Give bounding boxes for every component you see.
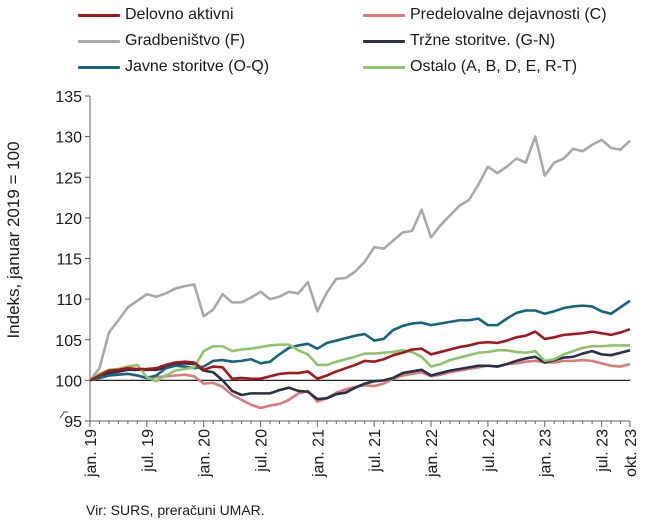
x-tick-label: jul. 19 [140,429,157,473]
x-tick-label: okt. 23 [623,429,640,477]
legend-swatch [78,39,120,43]
legend-swatch [78,13,120,17]
y-tick-label: 135 [55,89,82,106]
y-tick-label: 115 [56,252,82,269]
x-tick-label: jan. 22 [424,429,441,478]
legend-item: Gradbeništvo (F) [78,30,245,52]
series-line-0 [89,327,631,382]
legend-swatch [363,13,405,17]
legend-item: Delovno aktivni [78,4,234,26]
x-tick-label: jan. 20 [197,429,214,478]
axes [59,95,631,427]
series-line-4 [89,299,631,382]
legend-item: Tržne storitve. (G-N) [363,30,555,52]
x-tick-label: jan. 21 [310,429,327,478]
y-tick-label: 125 [55,170,82,187]
chart-legend: Delovno aktivni Predelovalne dejavnosti (… [0,0,651,80]
legend-label: Ostalo (A, B, D, E, R-T) [410,58,578,75]
legend-label: Predelovalne dejavnosti (C) [410,6,607,23]
y-tick-label: 105 [55,333,82,350]
x-tick-label: jul. 20 [254,429,271,473]
legend-swatch [363,65,405,69]
legend-swatch [78,65,120,69]
y-tick-label: 120 [55,211,82,228]
x-tick-label: jul. 22 [481,429,498,473]
legend-label: Javne storitve (O-Q) [125,58,270,75]
x-tick-label: jul. 23 [595,429,612,473]
legend-item: Predelovalne dejavnosti (C) [363,4,607,26]
series-line-3 [89,349,631,401]
series-line-2 [88,135,631,382]
y-tick-label: 100 [55,373,82,390]
legend-label: Gradbeništvo (F) [125,32,246,49]
legend-swatch [363,39,405,43]
x-tick-label: jan. 23 [538,429,555,478]
y-axis-title: Indeks, januar 2019 = 100 [4,141,23,339]
tick-labels: 95 100 105 110 115 120 125 130 135 jan. 19 jul. 19… [55,89,640,478]
x-tick-label: jan. 19 [83,429,100,478]
legend-label: Delovno aktivni [125,6,234,23]
y-tick-label: 95 [64,414,82,431]
y-tick-label: 110 [56,292,82,309]
x-tick-label: jul. 21 [367,429,384,473]
series-lines [88,135,631,410]
axis-break-mark [59,411,68,419]
y-tick-label: 130 [55,130,82,147]
source-note: Vir: SURS, preračuni UMAR. [86,502,265,518]
legend-item: Ostalo (A, B, D, E, R-T) [363,56,577,78]
legend-label: Tržne storitve. (G-N) [410,32,556,49]
series-line-5 [89,343,630,383]
legend-item: Javne storitve (O-Q) [78,56,269,78]
y-axis-title-wrap: Indeks, januar 2019 = 100 [2,95,26,385]
